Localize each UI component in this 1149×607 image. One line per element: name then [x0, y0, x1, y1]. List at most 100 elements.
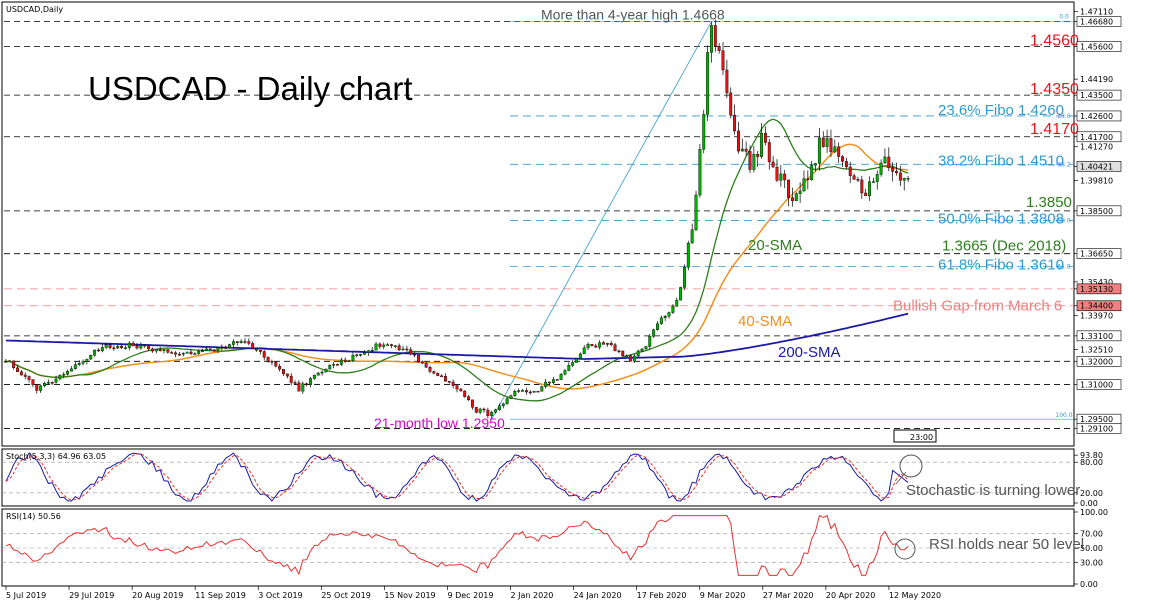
candle-body: [62, 374, 66, 376]
candle-body: [548, 381, 551, 384]
candle-body: [717, 46, 721, 51]
candle-body: [578, 353, 582, 359]
candle-body: [177, 353, 181, 356]
candle-body: [698, 149, 702, 196]
candle-body: [594, 345, 598, 348]
level-label-5: 38.2% Fibo 1.4510: [938, 152, 1064, 169]
stoch-tick-label: 20.00: [1080, 489, 1103, 498]
time-tick-label: 24 Jan 2020: [574, 591, 622, 600]
candle-body: [706, 52, 710, 115]
candle-body: [150, 348, 154, 352]
candle-body: [70, 368, 73, 372]
candle-body: [551, 379, 555, 383]
candle-body: [702, 114, 706, 150]
candle-body: [270, 361, 274, 363]
candle-body: [748, 151, 752, 170]
candle-body: [339, 359, 343, 365]
candle-body: [798, 190, 802, 194]
price-tag-box: [1076, 16, 1122, 27]
price-tag-box: [1076, 300, 1122, 312]
candle-body: [524, 390, 528, 393]
price-tag-box: [1076, 330, 1122, 342]
level-label-0: More than 4-year high 1.4668: [541, 7, 725, 23]
candle-body: [185, 351, 189, 354]
candle-body: [602, 342, 605, 345]
candle-body: [4, 361, 8, 363]
candle-body: [235, 341, 239, 343]
candle-body: [752, 154, 756, 170]
candle-body: [181, 353, 185, 355]
candle-body: [513, 390, 517, 396]
candle-body: [305, 383, 309, 385]
price-tick-label: 1.29500: [1080, 415, 1113, 424]
candle-body: [23, 374, 27, 377]
price-tag-box: [1076, 89, 1122, 101]
candle-body: [81, 361, 85, 364]
candle-body: [509, 395, 513, 399]
level-label-6: 1.3850: [1026, 194, 1072, 211]
candle-body: [563, 370, 567, 375]
candle-body: [89, 355, 93, 360]
candle-body: [201, 350, 205, 352]
candle-body: [436, 373, 440, 377]
candle-body: [355, 354, 359, 356]
candle-body: [629, 355, 632, 362]
candle-body: [31, 379, 35, 385]
candle-body: [397, 345, 401, 351]
candle-body: [898, 172, 902, 181]
time-badge-label: 23:00: [910, 433, 933, 442]
candle-body: [162, 349, 166, 351]
stoch-highlight-circle: [899, 454, 923, 478]
price-tag-box: [1076, 205, 1122, 217]
rsi-tick-label: 70.00: [1080, 530, 1103, 539]
level-label-9: 61.8% Fibo 1.3610: [938, 256, 1064, 273]
candle-body: [251, 343, 255, 349]
candle-body: [887, 156, 891, 168]
candle-body: [694, 194, 698, 230]
candle-body: [532, 390, 536, 393]
candle-body: [864, 192, 868, 197]
candle-body: [837, 146, 841, 157]
candle-body: [455, 385, 459, 390]
candle-body: [675, 299, 679, 307]
candle-body: [744, 148, 748, 152]
candle-body: [640, 348, 644, 352]
candle-body: [54, 378, 58, 383]
candle-body: [428, 367, 432, 372]
candle-body: [613, 344, 617, 352]
candle-body: [224, 347, 228, 349]
candle-body: [559, 374, 563, 380]
candle-body: [154, 349, 158, 352]
candle-body: [440, 375, 444, 378]
candle-body: [467, 396, 471, 401]
candle-body: [817, 137, 821, 164]
candle-body: [351, 355, 355, 362]
candle-body: [729, 92, 733, 116]
candle-body: [135, 345, 139, 349]
price-tag-box: [1076, 379, 1122, 390]
rsi-tick-label: 100.00: [1080, 508, 1108, 517]
level-label-2: 1.4350: [1030, 81, 1079, 98]
candle-body: [108, 344, 112, 349]
candle-body: [760, 132, 764, 157]
stoch-pointer-line: [895, 471, 907, 485]
candle-body: [848, 166, 852, 176]
candle-body: [359, 353, 363, 356]
candle-body: [505, 398, 509, 405]
candle-body: [166, 349, 170, 353]
candle-body: [906, 177, 910, 180]
candle-body: [58, 375, 62, 380]
price-tick-label: 1.33970: [1080, 312, 1113, 321]
candle-body: [590, 343, 594, 347]
candle-body: [27, 376, 31, 380]
candle-body: [405, 348, 409, 351]
candle-body: [868, 181, 871, 197]
stoch-tick-label: 93.80: [1080, 451, 1103, 460]
candle-body: [285, 373, 289, 377]
candle-body: [282, 369, 285, 375]
candle-body: [609, 343, 613, 345]
stoch-tick-label: 0.00: [1080, 499, 1098, 508]
time-tick-label: 3 Oct 2019: [258, 591, 302, 600]
fibo-trendline: [491, 21, 712, 420]
